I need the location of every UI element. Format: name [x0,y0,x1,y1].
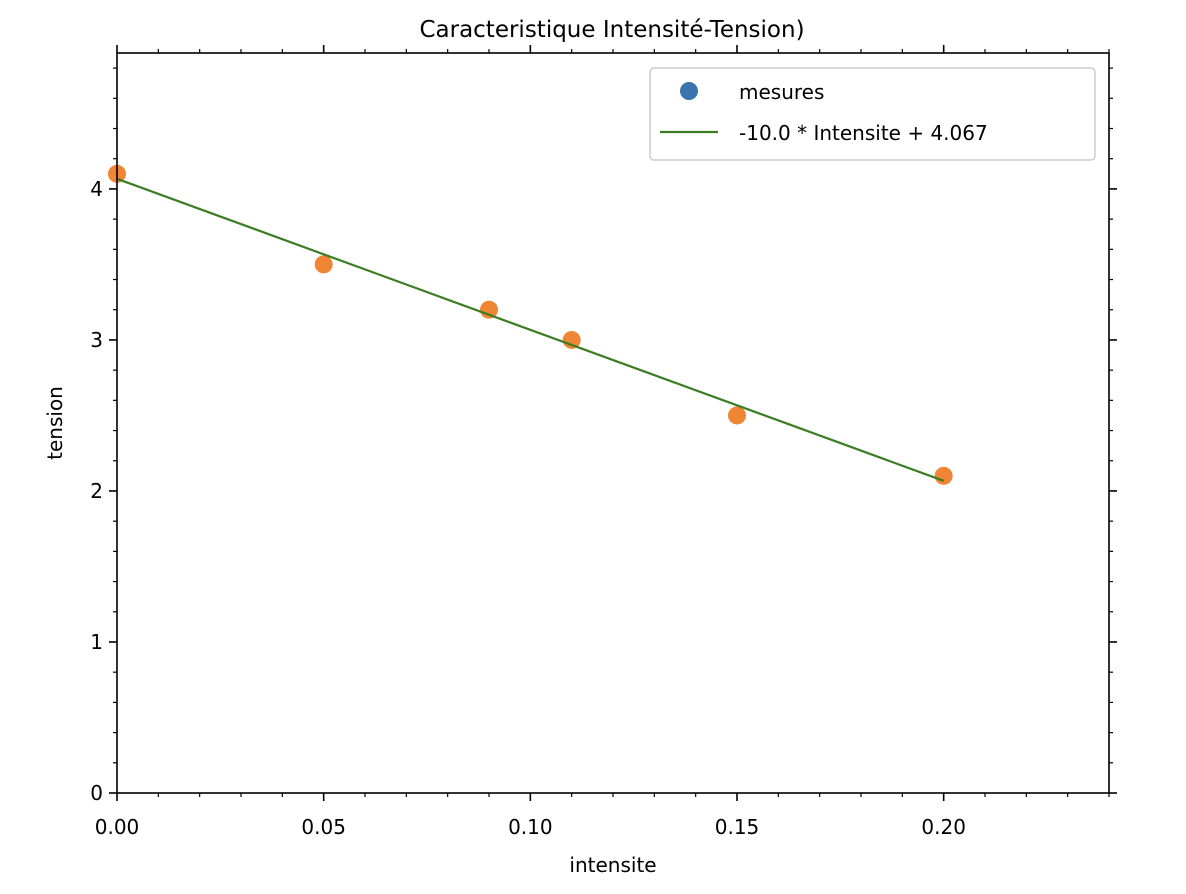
chart-title: Caracteristique Intensité-Tension) [419,17,804,43]
x-tick-label: 0.10 [508,815,553,839]
y-tick-label: 3 [90,328,103,352]
y-tick-label: 4 [90,177,103,201]
x-axis: 0.00 0.05 0.10 0.15 0.20 [95,45,1110,839]
plot-frame [116,52,1110,794]
data-point [314,255,333,274]
fit-line [116,177,945,482]
x-tick-label: 0.00 [95,815,140,839]
plot-area [108,164,953,485]
y-axis-label: tension [43,386,67,460]
y-tick-label: 2 [90,479,103,503]
legend: mesures -10.0 * Intensite + 4.067 [649,67,1096,161]
x-tick-label: 0.05 [301,815,346,839]
y-axis: 0 1 2 3 4 [90,67,1117,805]
x-tick-label: 0.15 [715,815,760,839]
y-tick-label: 0 [90,781,103,805]
legend-box [649,67,1096,161]
x-axis-label: intensite [569,853,656,877]
data-point [934,466,953,485]
y-tick-label: 1 [90,630,103,654]
x-tick-label: 0.20 [921,815,966,839]
legend-label-fit: -10.0 * Intensite + 4.067 [739,121,988,145]
legend-label-mesures: mesures [739,80,824,104]
data-point [728,406,746,425]
legend-marker-mesures [680,82,698,100]
